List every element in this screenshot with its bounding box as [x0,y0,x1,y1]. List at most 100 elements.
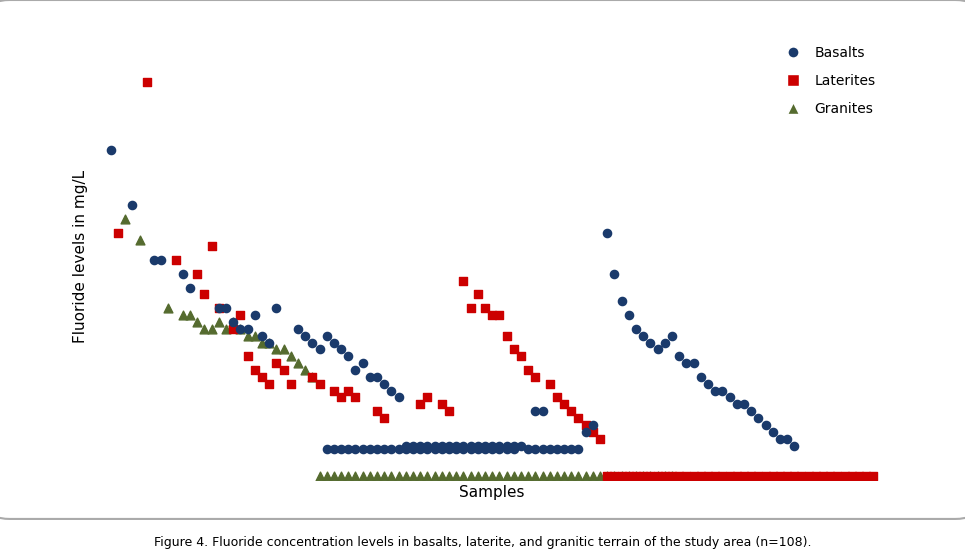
Point [528,472,543,481]
Point [736,400,752,409]
Point [751,413,766,422]
Point [664,331,679,340]
Point [455,445,471,454]
Point [822,472,838,481]
Point [578,472,593,481]
Point [211,304,227,312]
Point [218,324,234,333]
Point [649,472,665,481]
Point [743,407,758,416]
Point [211,318,227,326]
Point [599,472,615,481]
Point [765,427,781,436]
Point [405,441,421,450]
Point [743,472,758,481]
Point [376,413,392,422]
Point [139,77,154,86]
Point [182,283,198,292]
Point [254,338,269,347]
Point [247,331,262,340]
Point [506,472,521,481]
Point [153,256,169,264]
Point [484,445,500,454]
Point [110,228,125,237]
Point [678,472,694,481]
Point [636,472,651,481]
Point [578,427,593,436]
Point [376,445,392,454]
Point [499,331,514,340]
Point [528,445,543,454]
Point [614,297,629,306]
Point [347,365,363,374]
Point [362,372,377,381]
Point [355,445,371,454]
Point [290,359,306,368]
Point [449,472,464,481]
Point [412,445,427,454]
Point [686,472,702,481]
Point [772,472,787,481]
Point [319,472,335,481]
Point [599,228,615,237]
Point [844,472,860,481]
Point [707,472,723,481]
Point [384,472,400,481]
Point [506,445,521,454]
Point [564,407,579,416]
Point [399,445,414,454]
Point [535,407,550,416]
Point [189,270,205,278]
Point [233,311,248,320]
Legend: Basalts, Laterites, Granites: Basalts, Laterites, Granites [774,40,881,121]
Point [693,372,708,381]
Point [707,386,723,395]
Point [262,379,277,388]
Point [499,441,514,450]
Point [434,441,450,450]
Point [786,472,802,481]
Point [391,393,406,402]
Point [520,472,536,481]
Point [628,472,644,481]
Point [499,472,514,481]
Point [305,338,320,347]
Point [830,472,845,481]
Point [341,445,356,454]
Point [758,421,773,430]
Point [268,345,284,354]
Point [341,472,356,481]
Point [370,372,385,381]
Point [549,393,565,402]
Point [226,318,241,326]
Point [427,472,442,481]
Point [297,365,313,374]
Point [470,445,485,454]
Point [319,445,335,454]
Point [197,290,212,299]
Point [786,441,802,450]
Point [780,472,795,481]
Point [649,472,665,481]
Point [678,359,694,368]
Point [118,214,133,223]
Point [441,445,456,454]
Point [124,201,140,210]
Point [103,146,119,155]
Point [427,441,442,450]
Point [729,400,744,409]
Point [204,324,219,333]
Point [491,441,507,450]
Point [643,472,658,481]
Point [599,472,615,481]
Point [305,372,320,381]
Point [147,256,162,264]
Point [535,472,550,481]
Point [326,472,342,481]
Point [449,445,464,454]
Point [290,324,306,333]
Point [758,472,773,481]
Point [276,365,291,374]
Point [570,472,586,481]
Point [240,324,256,333]
